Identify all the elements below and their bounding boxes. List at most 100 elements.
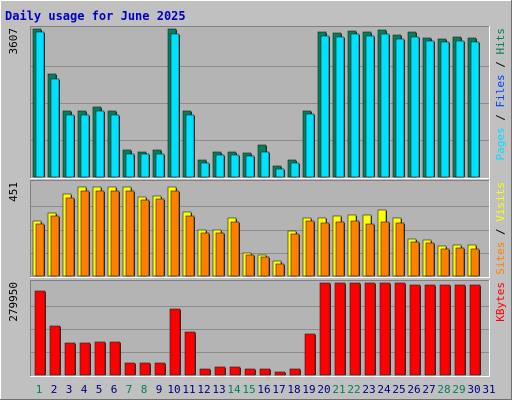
bar-pages-day-23 [365, 35, 375, 178]
bar-sites-day-18 [290, 233, 300, 277]
bar-kbytes-day-7 [124, 362, 136, 376]
bar-sites-day-15 [245, 254, 255, 277]
bar-sites-day-23 [365, 223, 375, 277]
bar-kbytes-day-22 [349, 282, 361, 376]
bar-sites-day-22 [350, 220, 360, 277]
y-max-label: 279950 [7, 282, 20, 322]
legend-item-pages: Pages [494, 127, 507, 160]
day-label-12: 12 [197, 383, 210, 396]
bar-kbytes-day-19 [304, 333, 316, 376]
legend-bottom: KBytes [494, 282, 507, 322]
bar-kbytes-day-26 [409, 284, 421, 376]
chart-panel-bottom: 279950 KBytes [7, 280, 507, 377]
bar-sites-day-1 [35, 223, 45, 277]
day-label-6: 6 [111, 383, 118, 396]
day-label-22: 22 [347, 383, 360, 396]
bar-kbytes-day-28 [439, 284, 451, 376]
chart-title: Daily usage for June 2025 [5, 9, 186, 23]
bar-pages-day-15 [245, 155, 255, 178]
bar-pages-day-10 [170, 33, 180, 178]
bar-pages-day-5 [95, 110, 105, 178]
day-label-29: 29 [452, 383, 465, 396]
legend-middle: Sites / Visits [494, 182, 507, 275]
y-max-label: 451 [7, 182, 20, 202]
bar-sites-day-27 [425, 242, 435, 277]
bar-kbytes-day-20 [319, 282, 331, 376]
bar-kbytes-day-18 [289, 368, 301, 376]
bar-pages-day-3 [65, 114, 75, 178]
chart-panel-top: 3607 Pages / Files / Hits [7, 26, 507, 179]
day-label-27: 27 [422, 383, 435, 396]
bar-sites-day-14 [230, 221, 240, 277]
bar-kbytes-day-29 [454, 284, 466, 376]
bar-sites-day-12 [200, 232, 210, 277]
day-label-15: 15 [242, 383, 255, 396]
bar-kbytes-day-17 [274, 371, 286, 376]
bar-pages-day-4 [80, 114, 90, 178]
bar-sites-day-10 [170, 190, 180, 277]
day-label-28: 28 [437, 383, 450, 396]
day-label-16: 16 [257, 383, 270, 396]
bar-kbytes-day-16 [259, 368, 271, 376]
bar-pages-day-7 [125, 153, 135, 178]
bar-pages-day-22 [350, 33, 360, 178]
bar-kbytes-day-24 [379, 282, 391, 376]
legend-item-sites: Sites [494, 242, 507, 275]
bar-sites-day-2 [50, 215, 60, 277]
bar-pages-day-30 [470, 41, 480, 178]
y-max-label: 3607 [7, 28, 20, 55]
bar-pages-day-17 [275, 168, 285, 178]
bar-sites-day-4 [80, 190, 90, 277]
chart-panels: 3607 Pages / Files / Hits 451 Sites / Visit… [7, 26, 507, 377]
bar-kbytes-day-12 [199, 368, 211, 376]
legend-item-visits: Visits [494, 182, 507, 222]
bar-pages-day-26 [410, 36, 420, 178]
day-label-23: 23 [362, 383, 375, 396]
bar-kbytes-day-2 [49, 325, 61, 376]
bar-kbytes-day-8 [139, 362, 151, 376]
bar-pages-day-25 [395, 38, 405, 178]
bar-sites-day-7 [125, 190, 135, 277]
bar-sites-day-11 [185, 215, 195, 277]
day-label-8: 8 [141, 383, 148, 396]
bar-sites-day-26 [410, 241, 420, 277]
day-label-14: 14 [227, 383, 241, 396]
bar-kbytes-day-11 [184, 331, 196, 376]
bar-pages-day-12 [200, 162, 210, 178]
bar-pages-day-2 [50, 78, 60, 178]
bar-sites-day-3 [65, 197, 75, 277]
day-label-9: 9 [156, 383, 163, 396]
bar-pages-day-20 [320, 35, 330, 178]
bar-kbytes-day-30 [469, 284, 481, 376]
bar-kbytes-day-10 [169, 308, 181, 376]
bar-sites-day-21 [335, 221, 345, 277]
bar-kbytes-day-14 [229, 366, 241, 376]
day-label-26: 26 [407, 383, 420, 396]
bar-pages-day-24 [380, 33, 390, 178]
day-label-24: 24 [377, 383, 391, 396]
bar-sites-day-5 [95, 190, 105, 277]
day-label-20: 20 [317, 383, 330, 396]
chart-panel-middle: 451 Sites / Visits [7, 180, 507, 278]
day-label-10: 10 [167, 383, 180, 396]
bar-kbytes-day-1 [34, 290, 46, 376]
bar-pages-day-1 [35, 31, 45, 178]
bar-pages-day-29 [455, 40, 465, 178]
bar-sites-day-19 [305, 220, 315, 277]
day-label-11: 11 [182, 383, 195, 396]
day-label-4: 4 [81, 383, 88, 396]
bar-pages-day-21 [335, 36, 345, 178]
bar-sites-day-16 [260, 256, 270, 277]
bar-sites-day-13 [215, 232, 225, 277]
legend-item-files: Files [494, 74, 507, 107]
bar-pages-day-18 [290, 162, 300, 178]
bar-sites-day-25 [395, 222, 405, 277]
bar-sites-day-6 [110, 190, 120, 277]
legend-separator: / [494, 222, 507, 242]
day-label-18: 18 [287, 383, 300, 396]
bar-pages-day-11 [185, 114, 195, 178]
bar-kbytes-day-9 [154, 362, 166, 376]
day-label-3: 3 [66, 383, 73, 396]
day-label-30: 30 [467, 383, 480, 396]
